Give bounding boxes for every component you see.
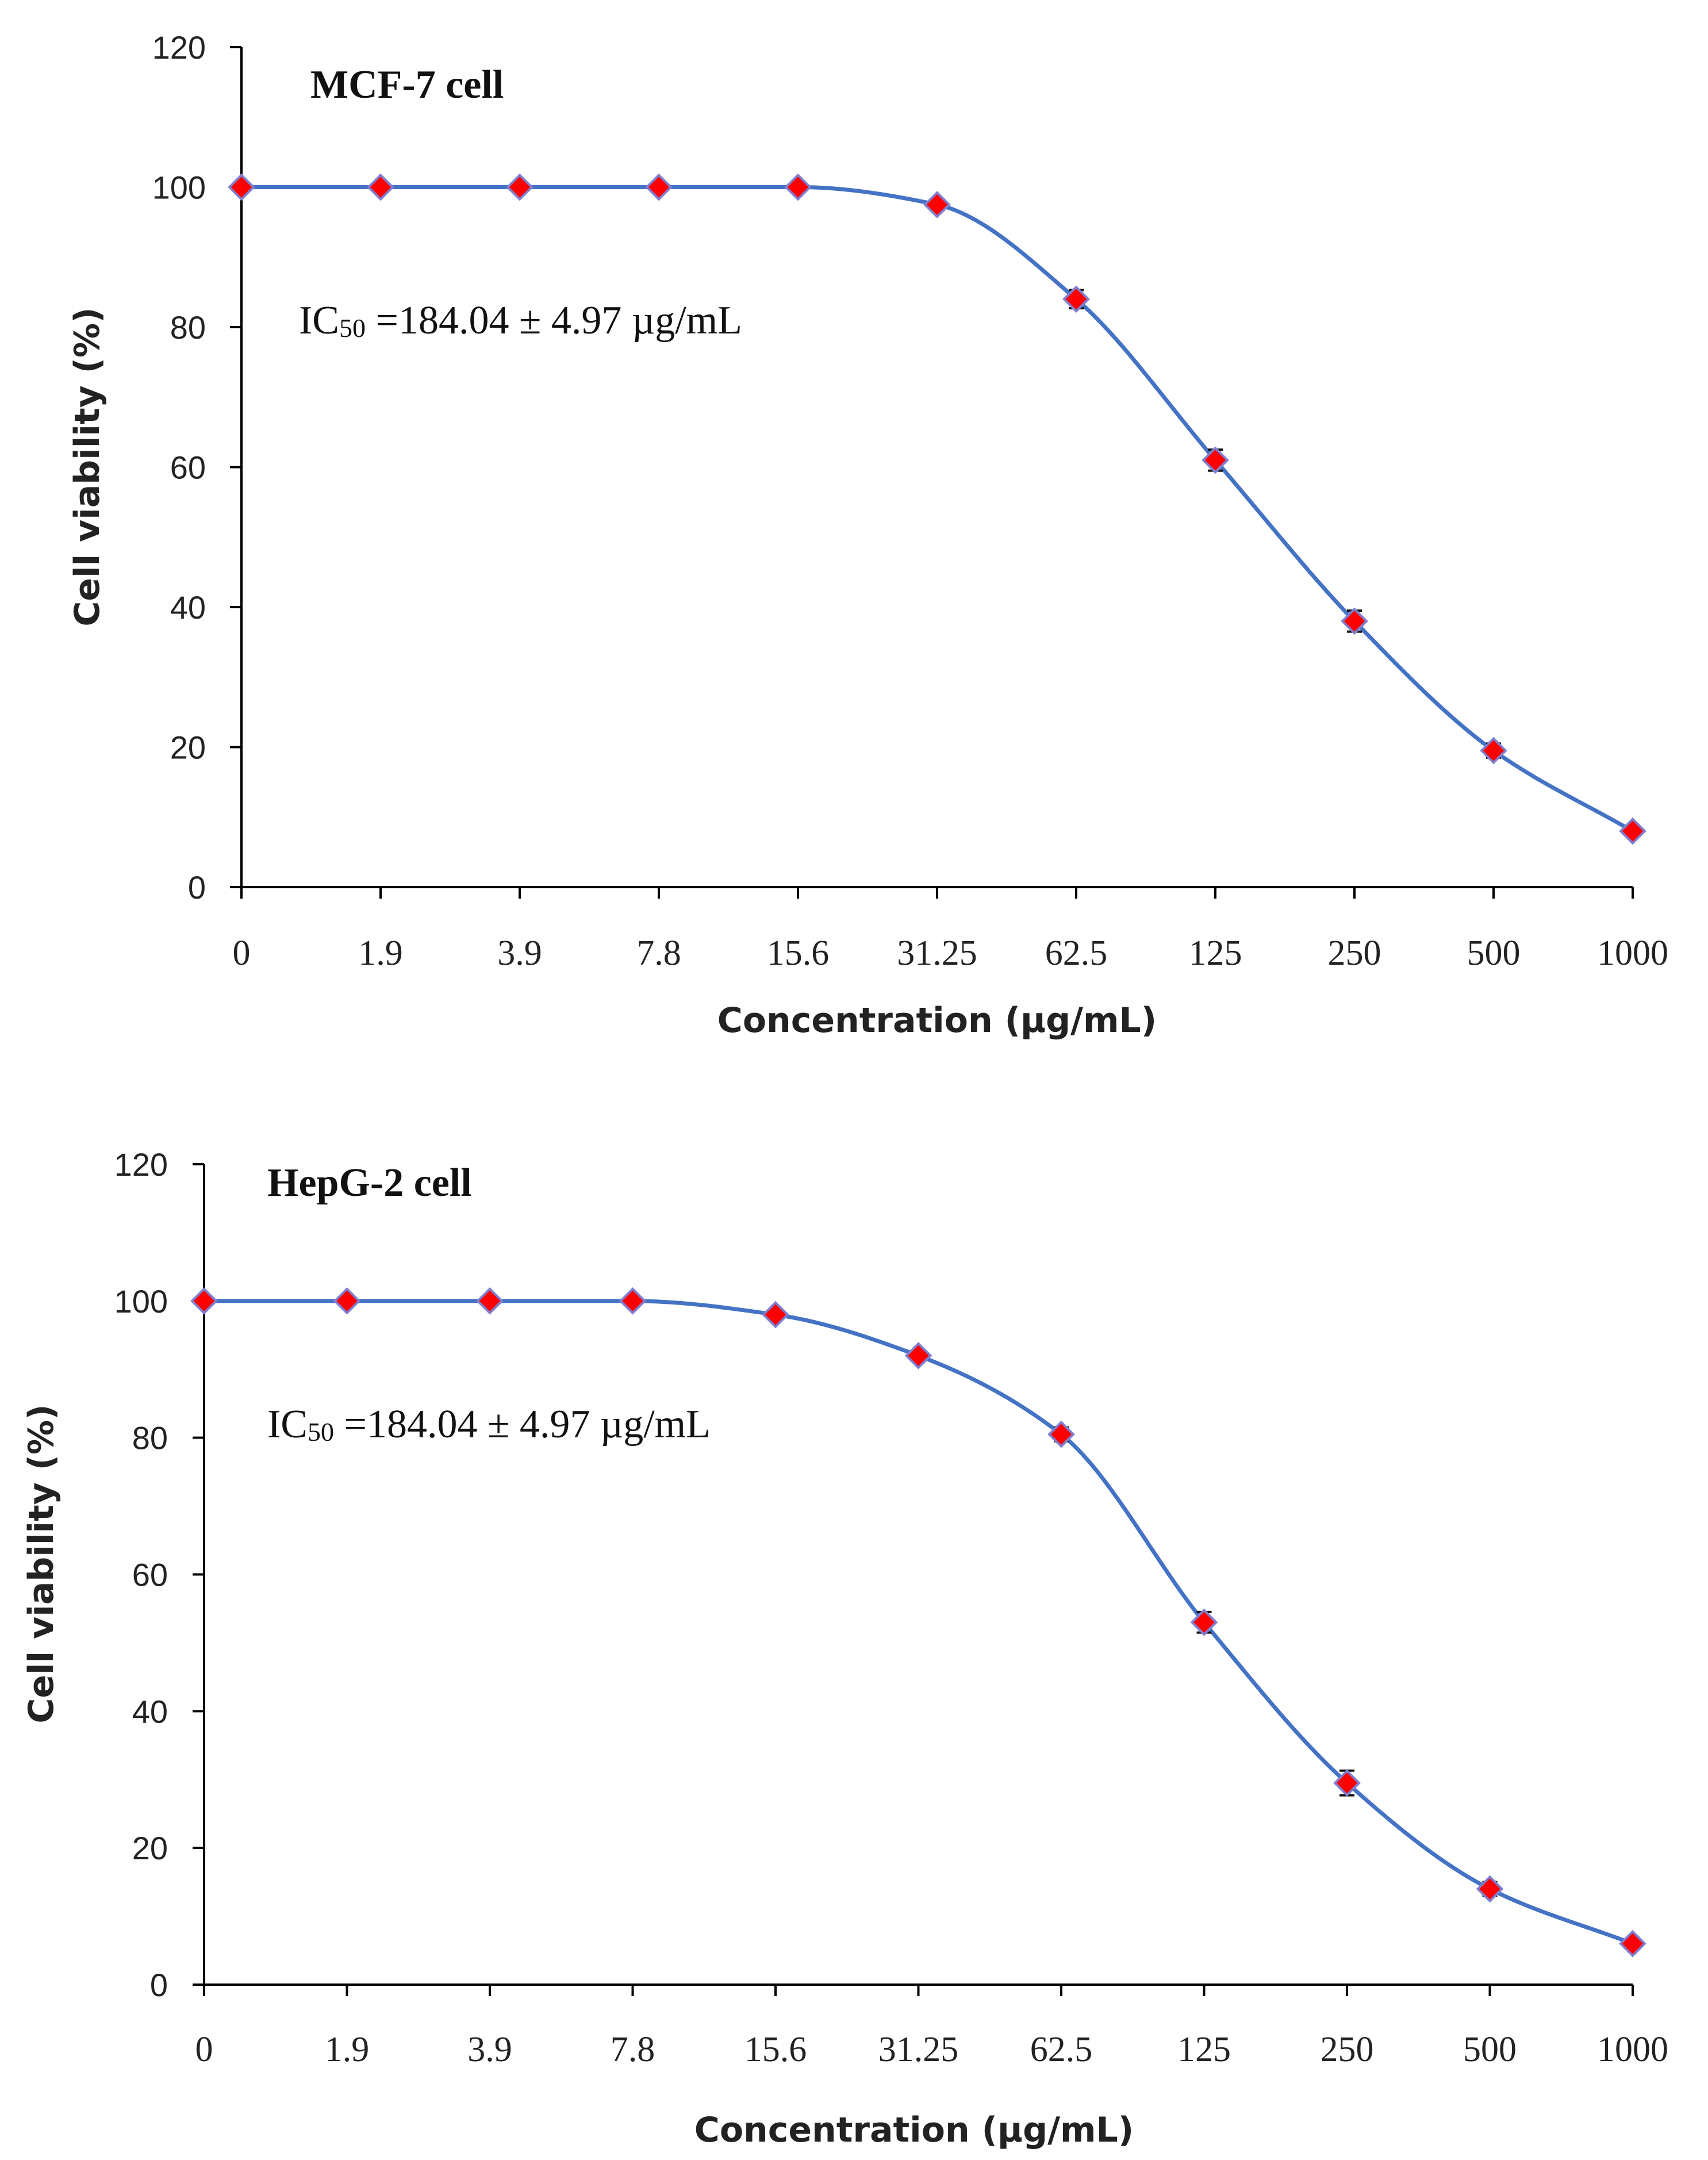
x-tick-label: 250: [1328, 934, 1381, 973]
y-tick-label: 0: [150, 1967, 168, 2003]
data-point: [645, 173, 673, 201]
data-point: [476, 1287, 504, 1315]
y-tick-label: 60: [132, 1557, 168, 1593]
chart-title: MCF-7 cell: [310, 63, 504, 107]
data-point: [1341, 607, 1368, 635]
data-point: [762, 1300, 789, 1329]
x-tick-label: 31.25: [878, 2030, 959, 2069]
data-point: [619, 1287, 647, 1315]
x-tick-label: 0: [233, 934, 251, 973]
y-tick-label: 100: [152, 170, 206, 206]
data-point: [333, 1287, 361, 1315]
y-tick-label: 20: [170, 730, 206, 766]
data-point: [228, 173, 255, 201]
ic50-annotation: IC50 =184.04 ± 4.97 µg/mL: [267, 1402, 711, 1447]
x-tick-label: 7.8: [636, 934, 681, 973]
data-point: [1333, 1769, 1361, 1797]
data-point: [904, 1342, 932, 1369]
x-tick-label: 500: [1467, 934, 1521, 973]
y-tick-label: 0: [188, 869, 206, 906]
data-point: [1062, 285, 1090, 313]
data-point: [1619, 817, 1646, 845]
data-point: [367, 173, 394, 201]
y-axis-title: Cell viability (%): [67, 307, 108, 626]
data-point: [1047, 1420, 1075, 1448]
y-tick-label: 120: [152, 29, 206, 66]
x-tick-label: 1.9: [358, 934, 403, 973]
x-tick-label: 15.6: [744, 2030, 807, 2069]
data-point: [506, 173, 533, 201]
x-tick-label: 1000: [1597, 2030, 1668, 2069]
x-tick-label: 62.5: [1030, 2030, 1093, 2069]
y-axis-title: Cell viability (%): [21, 1404, 62, 1723]
y-tick-label: 80: [132, 1420, 168, 1456]
x-tick-label: 500: [1463, 2030, 1517, 2069]
data-point: [1202, 446, 1229, 474]
y-tick-label: 120: [114, 1146, 168, 1183]
y-tick-label: 80: [170, 309, 206, 346]
y-tick-label: 40: [170, 589, 206, 626]
data-point: [923, 191, 951, 218]
mcf7-chart: MCF-7 cell IC50 =184.04 ± 4.97 µg/mL Con…: [67, 29, 1668, 1041]
x-tick-label: 0: [195, 2030, 213, 2069]
data-point: [1619, 1929, 1646, 1958]
y-tick-label: 100: [114, 1283, 168, 1319]
y-tick-label: 40: [132, 1693, 168, 1729]
x-tick-label: 1.9: [325, 2030, 370, 2069]
x-tick-label: 1000: [1597, 934, 1668, 973]
series-line: [241, 185, 1634, 833]
x-tick-label: 7.8: [611, 2030, 655, 2069]
ic50-annotation: IC50 =184.04 ± 4.97 µg/mL: [299, 298, 742, 343]
data-point: [1190, 1608, 1218, 1636]
x-tick-label: 31.25: [897, 934, 977, 973]
y-tick-label: 60: [170, 450, 206, 486]
data-point: [784, 173, 812, 201]
data-point: [190, 1287, 218, 1315]
x-tick-label: 125: [1189, 934, 1242, 973]
x-axis-title: Concentration (µg/mL): [717, 1000, 1157, 1041]
series-line: [204, 1299, 1634, 1946]
x-tick-label: 62.5: [1045, 934, 1108, 973]
x-axis-title: Concentration (µg/mL): [694, 2110, 1134, 2150]
y-tick-label: 20: [132, 1830, 168, 1866]
chart-title: HepG-2 cell: [267, 1161, 472, 1205]
x-tick-label: 3.9: [497, 934, 542, 973]
x-tick-label: 250: [1321, 2030, 1374, 2069]
data-point: [1476, 1875, 1504, 1903]
x-tick-label: 125: [1177, 2030, 1231, 2069]
x-tick-label: 3.9: [467, 2030, 512, 2069]
data-point: [1480, 736, 1507, 765]
hepg2-chart: HepG-2 cell IC50 =184.04 ± 4.97 µg/mL Co…: [21, 1146, 1668, 2150]
x-tick-label: 15.6: [767, 934, 830, 973]
